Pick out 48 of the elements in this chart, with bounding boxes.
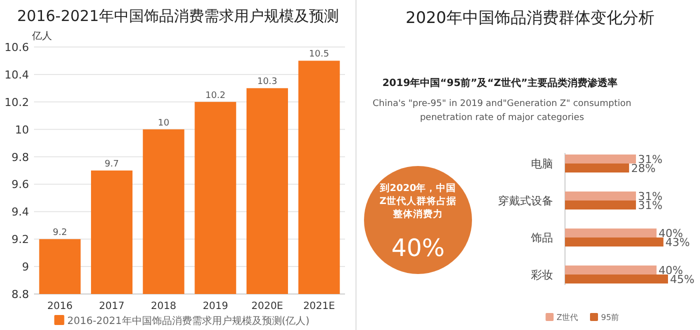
x-tick-label: 2018	[150, 301, 176, 312]
y-tick-label: 彩妆	[531, 268, 553, 282]
chart-subtitle: 2019年中国“95前”及“Z世代”主要品类消费渗透率	[382, 77, 618, 89]
y-tick-label: 10.2	[4, 96, 29, 109]
data-label: 10.3	[257, 77, 278, 88]
data-label: 28%	[631, 162, 656, 175]
x-tick-label: 2020E	[251, 301, 284, 312]
text: 到2020年，中国Z世代人群将占据整体消费力	[378, 182, 458, 221]
y-tick-label: 8.8	[12, 288, 29, 301]
x-tick-label: 2016	[47, 301, 73, 312]
y-tick-label: 9.4	[12, 206, 29, 219]
legend-label: 2016-2021年中国饰品消费需求用户规模及预测(亿人)	[67, 315, 310, 327]
data-label: 9.7	[104, 160, 119, 170]
text: 40%	[391, 234, 445, 262]
data-label: 10.2	[205, 90, 226, 101]
data-label: 43%	[665, 236, 690, 249]
x-tick-label: 2017	[99, 301, 124, 312]
bar	[565, 192, 636, 200]
legend-label: Z世代	[556, 313, 578, 322]
x-tick-label: 2019	[202, 301, 228, 312]
text: China's "pre-95" in 2019 and"Generation Z" consumption penetration rate of major categories	[372, 98, 632, 125]
bar	[565, 164, 630, 172]
bar	[565, 266, 657, 274]
bar	[565, 274, 668, 284]
y-tick-label: 9	[22, 260, 29, 274]
bar	[565, 238, 664, 246]
chart-title: 2016-2021年中国饰品消费需求用户规模及预测	[17, 7, 339, 25]
y-tick-label: 9.6	[12, 178, 29, 192]
data-label: 9.2	[52, 228, 68, 238]
y-tick-label: 9.8	[12, 150, 29, 164]
bar	[565, 228, 657, 238]
y-axis-title: 亿人	[31, 31, 52, 42]
bar	[565, 154, 636, 164]
y-tick-label: 10	[15, 123, 29, 136]
y-tick-label: 10.6	[4, 41, 29, 54]
data-label: 10	[158, 118, 170, 128]
y-tick-label: 饰品	[530, 232, 553, 244]
y-tick-label: 电脑	[531, 158, 553, 170]
chart-title: 2020年中国饰品消费群体变化分析	[406, 8, 654, 27]
y-tick-label: 9.2	[12, 233, 29, 246]
x-tick-label: 2021E	[303, 301, 335, 312]
bar	[565, 200, 636, 210]
data-label: 31%	[638, 199, 662, 212]
legend-label: 95前	[601, 313, 620, 322]
y-tick-label: 穿戴式设备	[498, 194, 553, 208]
data-label: 10.5	[309, 50, 330, 60]
y-tick-label: 10.4	[4, 68, 29, 82]
data-label: 45%	[670, 273, 694, 286]
